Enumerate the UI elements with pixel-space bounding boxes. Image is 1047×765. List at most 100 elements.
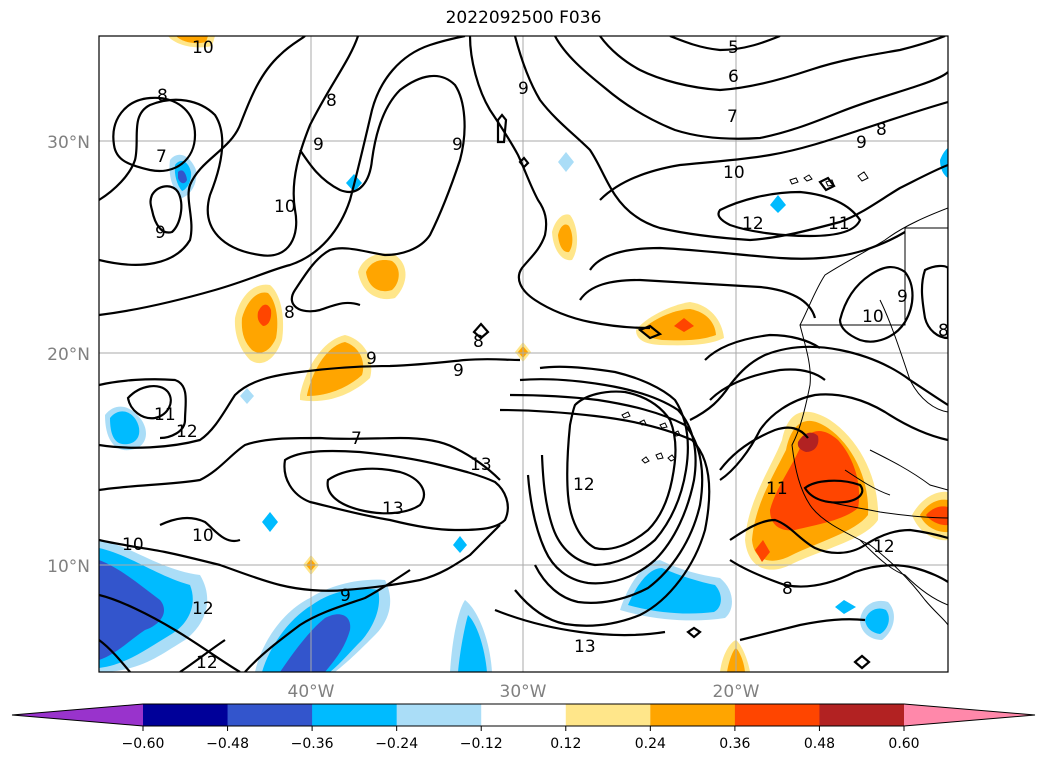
contour-line <box>589 231 906 271</box>
positive-anomaly-region <box>926 506 948 526</box>
negative-anomaly-region <box>835 600 856 614</box>
map-title: 2022092500 F036 <box>445 8 602 28</box>
contour-label: 9 <box>313 135 324 155</box>
contour-line <box>513 36 948 242</box>
contour-line <box>519 378 697 585</box>
lat-label-10n: 10°N <box>47 557 90 577</box>
contour-label: 8 <box>782 579 793 599</box>
positive-anomaly-region <box>176 36 208 44</box>
contour-label: 11 <box>828 214 850 234</box>
contour-line <box>290 74 466 313</box>
contour-line <box>99 524 501 592</box>
negative-anomaly-region <box>240 388 254 404</box>
contour-label: 13 <box>470 455 492 475</box>
contour-label: 9 <box>452 135 463 155</box>
positive-anomaly-region <box>770 430 860 531</box>
contour-line <box>599 36 946 92</box>
contours <box>99 36 948 672</box>
colorbar-swatch <box>227 704 313 726</box>
colorbar-tick-label: −0.36 <box>291 736 334 752</box>
contour-line <box>326 467 425 515</box>
map-frame <box>98 35 949 673</box>
contour-line <box>637 324 663 340</box>
contour-line <box>729 518 948 554</box>
colorbar-tick-label: 0.12 <box>550 736 581 752</box>
negative-anomaly-region <box>628 568 721 614</box>
contour-label: 9 <box>453 361 464 381</box>
coastlines <box>621 171 948 626</box>
africa-coastline <box>791 207 948 626</box>
country-border <box>819 499 948 519</box>
contour-line <box>159 516 241 543</box>
shaded-field <box>99 36 948 672</box>
lon-label-20w: 20°W <box>713 682 760 702</box>
colorbar: −0.60 −0.48 −0.36 −0.24 −0.12 0.12 0.24 0.36 0.4… <box>11 703 1036 752</box>
contour-label: 8 <box>326 91 337 111</box>
contour-label: 9 <box>340 586 351 606</box>
contour-line <box>689 345 948 421</box>
contour-line <box>496 113 508 144</box>
colorbar-tick-label: −0.12 <box>460 736 503 752</box>
colorbar-extend-low <box>12 704 143 726</box>
colorbar-swatch <box>396 704 482 726</box>
country-border <box>879 299 948 413</box>
contour-line <box>853 654 871 670</box>
colorbar-swatch <box>143 704 229 726</box>
contour-line <box>719 426 809 471</box>
contour-label: 10 <box>862 307 884 327</box>
contour-label: 10 <box>122 535 144 555</box>
country-border <box>869 449 948 491</box>
contour-line <box>566 390 677 551</box>
lat-label-30n: 30°N <box>47 133 90 153</box>
contour-label: 12 <box>192 599 214 619</box>
negative-anomaly-region <box>770 195 786 213</box>
contour-label: 10 <box>274 197 296 217</box>
contour-label: 8 <box>938 321 949 341</box>
contour-line <box>803 479 864 504</box>
contour-label: 13 <box>574 637 596 657</box>
contour-line <box>729 559 948 588</box>
contour-label: 5 <box>728 38 739 58</box>
contour-label: 13 <box>382 499 404 519</box>
contour-line <box>539 365 689 567</box>
positive-anomaly-region <box>755 540 770 562</box>
contour-line <box>179 639 226 672</box>
contour-label: 12 <box>176 422 198 442</box>
contour-line <box>112 96 197 173</box>
colorbar-extend-high <box>904 704 1035 726</box>
contour-line <box>99 36 466 317</box>
contour-line <box>554 36 948 140</box>
colorbar-swatch <box>481 704 567 726</box>
contour-line <box>709 368 826 401</box>
negative-anomaly-region <box>458 615 487 672</box>
country-border <box>800 227 948 326</box>
colorbar-swatch <box>312 704 398 726</box>
negative-anomaly-region <box>940 148 948 178</box>
contour-label: 12 <box>196 653 218 673</box>
colorbar-tick-label: 0.48 <box>804 736 835 752</box>
colorbar-swatch <box>734 704 820 726</box>
contour-label: 7 <box>156 147 167 167</box>
negative-anomaly-region <box>453 536 467 553</box>
graticule <box>99 36 948 672</box>
contour-line <box>518 156 530 169</box>
lon-label-40w: 40°W <box>288 682 335 702</box>
contour-line <box>99 378 187 440</box>
contour-line <box>686 626 702 639</box>
contour-line <box>717 190 862 238</box>
positive-anomaly-region <box>257 304 272 326</box>
contour-line <box>149 185 183 234</box>
country-border <box>844 469 891 496</box>
canary-islands <box>789 171 869 187</box>
contour-label: 7 <box>727 107 738 127</box>
contour-label: 12 <box>873 537 895 557</box>
contour-label: 9 <box>155 223 166 243</box>
contour-label: 9 <box>856 133 867 153</box>
contour-label: 8 <box>157 86 168 106</box>
contour-line <box>499 408 711 627</box>
contour-label: 11 <box>154 405 176 425</box>
contour-line <box>244 569 411 672</box>
contour-label: 10 <box>192 38 214 58</box>
colorbar-tick-label: 0.24 <box>635 736 666 752</box>
